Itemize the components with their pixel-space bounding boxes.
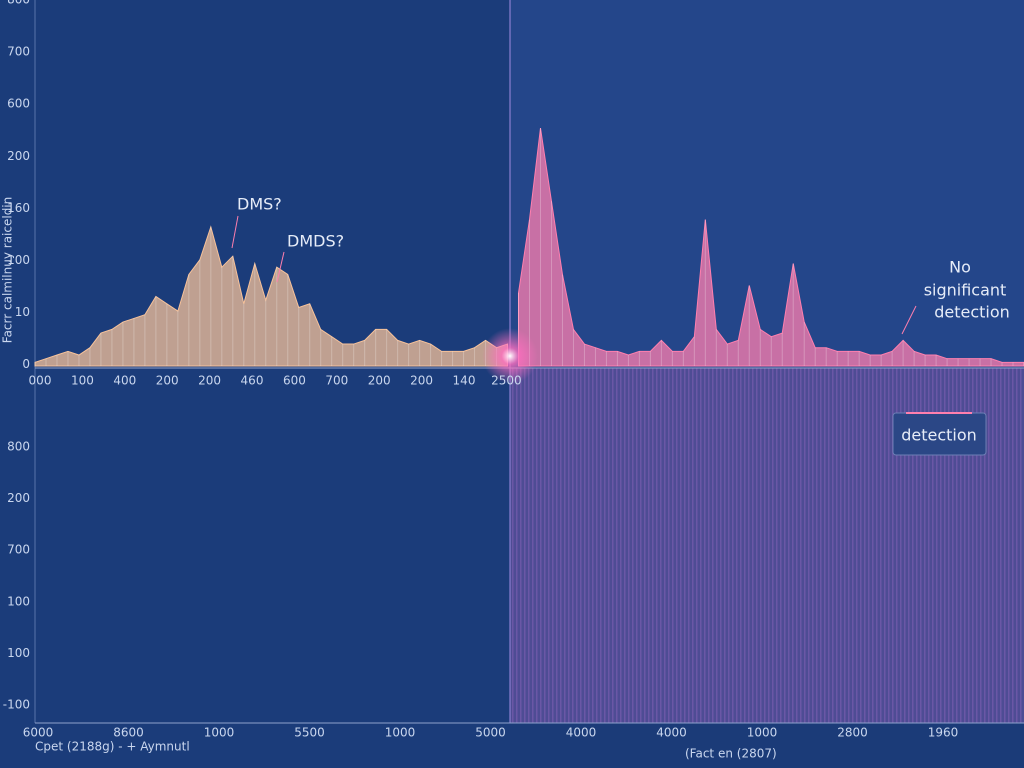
- annotation-leader: [276, 251, 285, 283]
- x-axis-title: (Fact en (2807): [685, 747, 777, 761]
- annotation: DMS?: [237, 195, 282, 214]
- x-tick-label: 1000: [385, 726, 416, 740]
- x-tick-label: 4000: [566, 726, 597, 740]
- x-tick-label: 600: [283, 374, 306, 388]
- x-tick-label: 200: [410, 374, 433, 388]
- y-tick-label: 200: [7, 149, 30, 163]
- x-tick-label: 200: [198, 374, 221, 388]
- y-tick-label: -100: [3, 698, 30, 712]
- x-tick-label: 400: [113, 374, 136, 388]
- y-tick-label: 160: [7, 201, 30, 215]
- y-tick-label: 0: [22, 357, 30, 371]
- y-tick-label: 700: [7, 45, 30, 59]
- x-tick-label: 4000: [656, 726, 687, 740]
- x-tick-label: 140: [453, 374, 476, 388]
- x-axis-title: Cpet (2188g) - + Aymnutl: [35, 740, 190, 754]
- annotation: DMDS?: [287, 232, 344, 251]
- right-top-bg: [510, 0, 1024, 368]
- y-tick-label: 700: [7, 543, 30, 557]
- x-tick-label: 000: [29, 374, 52, 388]
- x-tick-label: 200: [156, 374, 179, 388]
- x-tick-label: 8600: [113, 726, 144, 740]
- x-tick-label: 1960: [928, 726, 959, 740]
- x-tick-label: 460: [241, 374, 264, 388]
- x-tick-label: 2800: [837, 726, 868, 740]
- x-tick-label: 700: [325, 374, 348, 388]
- y-tick-label: 600: [7, 97, 30, 111]
- y-tick-label: 800: [7, 440, 30, 454]
- y-tick-label: 200: [7, 491, 30, 505]
- spectrum-area: [518, 128, 1024, 367]
- x-tick-label: 1000: [747, 726, 778, 740]
- annotation: detection: [934, 303, 1010, 322]
- x-tick-label: 6000: [23, 726, 54, 740]
- x-tick-label: 2500: [491, 374, 522, 388]
- x-tick-label: 100: [71, 374, 94, 388]
- left-panel-bg: [0, 0, 510, 768]
- y-tick-label: 100: [7, 594, 30, 608]
- x-tick-label: 1000: [204, 726, 235, 740]
- y-tick-label: 100: [7, 646, 30, 660]
- annotation: No: [949, 258, 971, 277]
- detection-box-label: detection: [901, 426, 977, 445]
- y-axis-title: Facrr calmilnuy raiceldin: [1, 197, 15, 343]
- annotation: significant: [924, 281, 1007, 300]
- x-tick-label: 5500: [294, 726, 325, 740]
- x-tick-label: 5000: [475, 726, 506, 740]
- glow: [482, 328, 538, 384]
- annotation-leader: [901, 305, 917, 335]
- y-tick-label: 100: [7, 253, 30, 267]
- spectrum-area: [34, 225, 509, 367]
- annotation-leader: [231, 215, 239, 249]
- y-tick-label: 800: [7, 0, 30, 7]
- y-tick-label: 10: [15, 305, 30, 319]
- x-tick-label: 200: [368, 374, 391, 388]
